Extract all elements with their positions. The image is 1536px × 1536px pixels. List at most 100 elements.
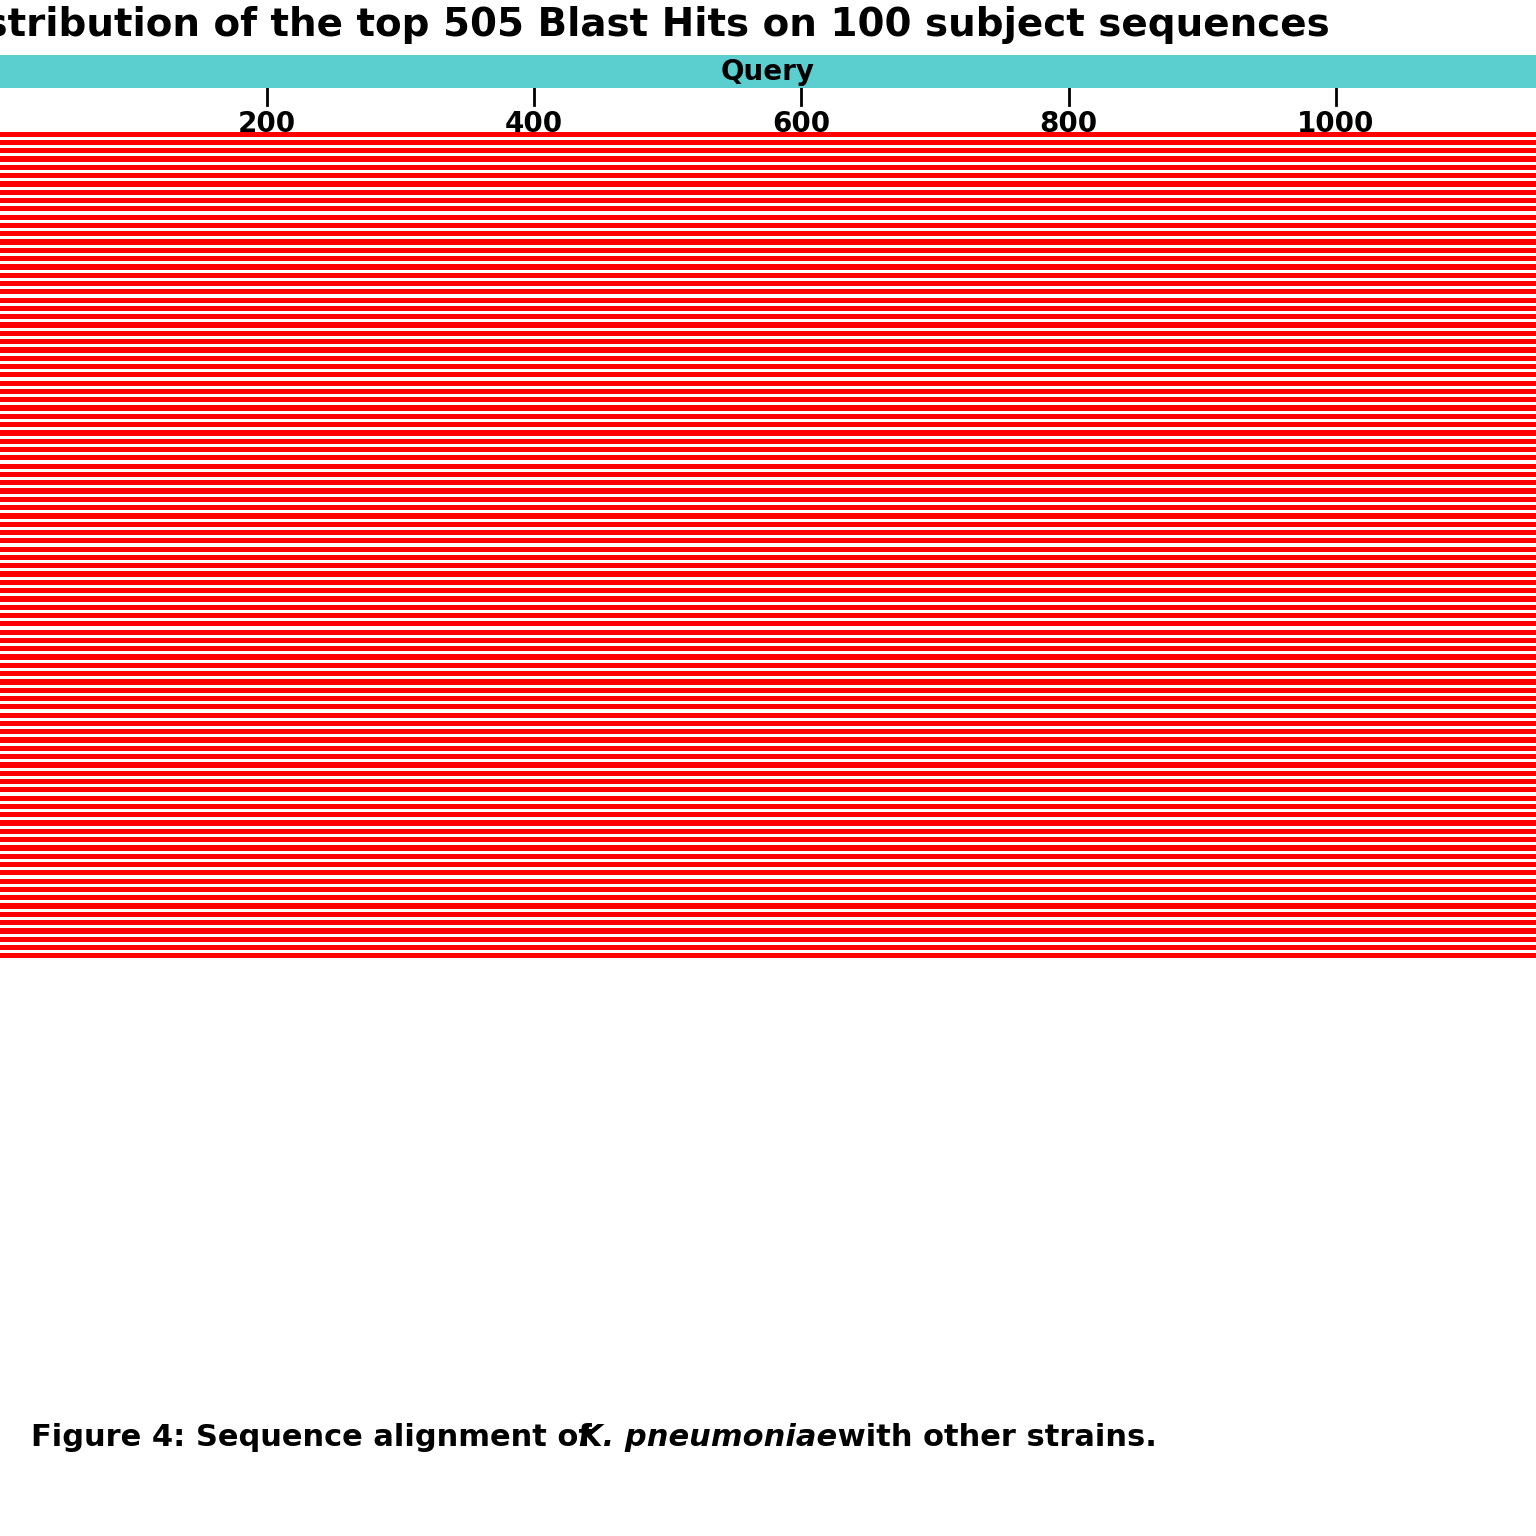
Bar: [0, 554, 1536, 561]
Bar: [0, 381, 1536, 386]
Bar: [0, 406, 1536, 410]
Bar: [0, 472, 1536, 478]
Bar: [0, 364, 1536, 369]
Bar: [0, 306, 1536, 310]
Bar: [0, 247, 1536, 253]
Bar: [0, 232, 1536, 237]
Text: with other strains.: with other strains.: [826, 1424, 1157, 1452]
Bar: [0, 654, 1536, 659]
Text: 400: 400: [505, 109, 564, 138]
Bar: [0, 954, 1536, 958]
Bar: [0, 198, 1536, 203]
Bar: [0, 895, 1536, 900]
Bar: [0, 298, 1536, 303]
Bar: [0, 705, 1536, 710]
Bar: [0, 223, 1536, 227]
Bar: [0, 779, 1536, 783]
Bar: [0, 347, 1536, 353]
Bar: [0, 803, 1536, 809]
Bar: [0, 788, 1536, 793]
Text: 600: 600: [773, 109, 831, 138]
Bar: [0, 157, 1536, 161]
Bar: [0, 813, 1536, 817]
Bar: [0, 289, 1536, 295]
Bar: [0, 945, 1536, 951]
Text: 200: 200: [238, 109, 296, 138]
Bar: [0, 422, 1536, 427]
Bar: [0, 447, 1536, 452]
Bar: [0, 845, 1536, 851]
Bar: [0, 147, 1536, 154]
Bar: [0, 132, 1536, 137]
Bar: [0, 647, 1536, 651]
Bar: [0, 564, 1536, 568]
Bar: [0, 530, 1536, 535]
Text: 1000: 1000: [1296, 109, 1375, 138]
Bar: [0, 481, 1536, 485]
Bar: [0, 879, 1536, 883]
Bar: [0, 372, 1536, 378]
Bar: [0, 771, 1536, 776]
Bar: [0, 257, 1536, 261]
Bar: [0, 496, 1536, 502]
Bar: [0, 215, 1536, 220]
Bar: [0, 605, 1536, 610]
Bar: [0, 937, 1536, 942]
Bar: [0, 796, 1536, 800]
Bar: [0, 488, 1536, 493]
Bar: [0, 713, 1536, 717]
Bar: [0, 696, 1536, 700]
Bar: [0, 430, 1536, 436]
Bar: [0, 588, 1536, 593]
Bar: [0, 862, 1536, 868]
Bar: [0, 323, 1536, 327]
Bar: [0, 389, 1536, 395]
Text: Distribution of the top 505 Blast Hits on 100 subject sequences: Distribution of the top 505 Blast Hits o…: [0, 6, 1329, 45]
Bar: [0, 538, 1536, 544]
Bar: [0, 240, 1536, 244]
Bar: [0, 455, 1536, 461]
Bar: [0, 206, 1536, 212]
Bar: [0, 339, 1536, 344]
Bar: [0, 356, 1536, 361]
Bar: [0, 871, 1536, 876]
Bar: [0, 398, 1536, 402]
Bar: [0, 903, 1536, 909]
Bar: [0, 754, 1536, 759]
Bar: [0, 264, 1536, 269]
Bar: [0, 315, 1536, 319]
Bar: [0, 571, 1536, 576]
Bar: [0, 505, 1536, 510]
Bar: [0, 181, 1536, 186]
Bar: [0, 662, 1536, 668]
Bar: [0, 688, 1536, 693]
Bar: [0, 637, 1536, 644]
Bar: [0, 330, 1536, 336]
Bar: [0, 912, 1536, 917]
Text: 800: 800: [1040, 109, 1098, 138]
Bar: [0, 886, 1536, 892]
Bar: [0, 613, 1536, 617]
Bar: [0, 522, 1536, 527]
Bar: [0, 281, 1536, 286]
Bar: [0, 579, 1536, 585]
Bar: [0, 928, 1536, 934]
Bar: [0, 737, 1536, 742]
Bar: [0, 720, 1536, 727]
Bar: [0, 140, 1536, 144]
Bar: [0, 820, 1536, 826]
Bar: [0, 174, 1536, 178]
Text: Query: Query: [720, 57, 816, 86]
Bar: [0, 854, 1536, 859]
Bar: [0, 513, 1536, 519]
Bar: [0, 762, 1536, 768]
Text: K. pneumoniae: K. pneumoniae: [579, 1424, 837, 1452]
Bar: [0, 621, 1536, 627]
Bar: [0, 189, 1536, 195]
Bar: [0, 679, 1536, 685]
Bar: [0, 630, 1536, 634]
Bar: [0, 464, 1536, 468]
Bar: [0, 164, 1536, 170]
Bar: [0, 439, 1536, 444]
Bar: [0, 730, 1536, 734]
